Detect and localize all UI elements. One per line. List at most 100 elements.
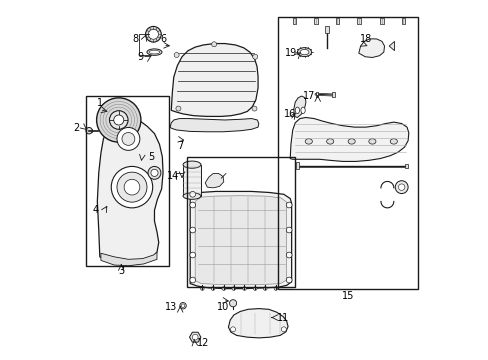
Circle shape: [281, 327, 285, 332]
Bar: [401, 18, 405, 23]
Bar: [315, 92, 317, 97]
Circle shape: [231, 287, 235, 291]
Text: 14: 14: [166, 171, 179, 181]
Circle shape: [151, 169, 158, 176]
Polygon shape: [228, 309, 287, 338]
Bar: [187, 157, 294, 287]
Text: 13: 13: [165, 302, 177, 312]
Circle shape: [242, 287, 246, 291]
Circle shape: [253, 287, 257, 291]
Text: 5: 5: [147, 152, 154, 162]
Circle shape: [274, 287, 277, 291]
Circle shape: [394, 181, 407, 194]
Polygon shape: [195, 196, 286, 285]
Circle shape: [285, 277, 291, 283]
Circle shape: [148, 29, 158, 39]
Circle shape: [398, 184, 404, 190]
Ellipse shape: [305, 139, 312, 144]
Text: 11: 11: [276, 312, 288, 323]
Bar: [335, 18, 339, 23]
Text: 9: 9: [138, 52, 143, 62]
Text: 8: 8: [132, 34, 138, 44]
Ellipse shape: [389, 139, 397, 144]
Ellipse shape: [297, 48, 311, 57]
Ellipse shape: [149, 50, 160, 54]
Circle shape: [122, 132, 135, 145]
Ellipse shape: [300, 107, 305, 113]
Ellipse shape: [183, 193, 201, 199]
Circle shape: [117, 127, 140, 150]
Polygon shape: [205, 174, 224, 188]
Circle shape: [189, 202, 195, 208]
Circle shape: [109, 111, 128, 129]
Polygon shape: [189, 332, 201, 342]
Circle shape: [285, 227, 291, 233]
Ellipse shape: [180, 302, 186, 309]
Circle shape: [252, 54, 257, 59]
Circle shape: [285, 252, 291, 258]
Circle shape: [189, 227, 195, 233]
Circle shape: [230, 327, 235, 332]
Text: 6: 6: [160, 34, 166, 44]
Polygon shape: [101, 252, 157, 266]
Bar: [313, 18, 317, 23]
Circle shape: [176, 106, 181, 111]
Ellipse shape: [147, 49, 162, 55]
Bar: [183, 165, 201, 196]
Circle shape: [211, 42, 216, 47]
Ellipse shape: [300, 49, 308, 55]
Polygon shape: [171, 44, 258, 116]
Polygon shape: [293, 96, 305, 117]
Circle shape: [192, 334, 198, 340]
Circle shape: [145, 26, 161, 42]
Bar: [380, 18, 383, 23]
Circle shape: [189, 252, 195, 258]
Circle shape: [174, 53, 179, 58]
Ellipse shape: [326, 139, 333, 144]
Text: 12: 12: [197, 338, 209, 347]
Circle shape: [222, 287, 225, 291]
Bar: [331, 92, 334, 97]
Circle shape: [251, 106, 257, 111]
Polygon shape: [190, 192, 291, 289]
Polygon shape: [290, 117, 408, 161]
Circle shape: [111, 166, 152, 208]
Text: 15: 15: [341, 291, 354, 301]
Text: 7: 7: [177, 141, 183, 151]
Polygon shape: [97, 118, 163, 265]
Polygon shape: [388, 41, 394, 51]
Bar: [292, 18, 296, 23]
Text: 4: 4: [92, 205, 99, 215]
Ellipse shape: [295, 107, 299, 113]
Circle shape: [114, 115, 123, 125]
Text: 10: 10: [217, 302, 229, 312]
Bar: [405, 163, 407, 168]
Circle shape: [200, 287, 203, 291]
Circle shape: [229, 300, 236, 307]
Bar: [295, 162, 299, 168]
Circle shape: [189, 192, 195, 197]
Bar: [86, 96, 169, 266]
Circle shape: [263, 287, 266, 291]
Polygon shape: [358, 39, 384, 58]
Bar: [324, 26, 328, 33]
Bar: [86, 129, 91, 132]
Polygon shape: [170, 118, 258, 132]
Circle shape: [124, 179, 140, 195]
Text: 16: 16: [284, 109, 296, 119]
Ellipse shape: [347, 139, 354, 144]
Text: 18: 18: [359, 34, 371, 44]
Ellipse shape: [181, 304, 184, 307]
Text: 3: 3: [118, 266, 124, 276]
Circle shape: [117, 172, 147, 202]
Circle shape: [189, 277, 195, 283]
Circle shape: [148, 166, 161, 179]
Circle shape: [86, 127, 92, 134]
Bar: [278, 18, 417, 289]
Text: 19: 19: [284, 48, 296, 58]
Circle shape: [285, 202, 291, 208]
Ellipse shape: [183, 161, 201, 168]
Circle shape: [211, 287, 214, 291]
Text: 17: 17: [302, 91, 314, 101]
Ellipse shape: [368, 139, 375, 144]
